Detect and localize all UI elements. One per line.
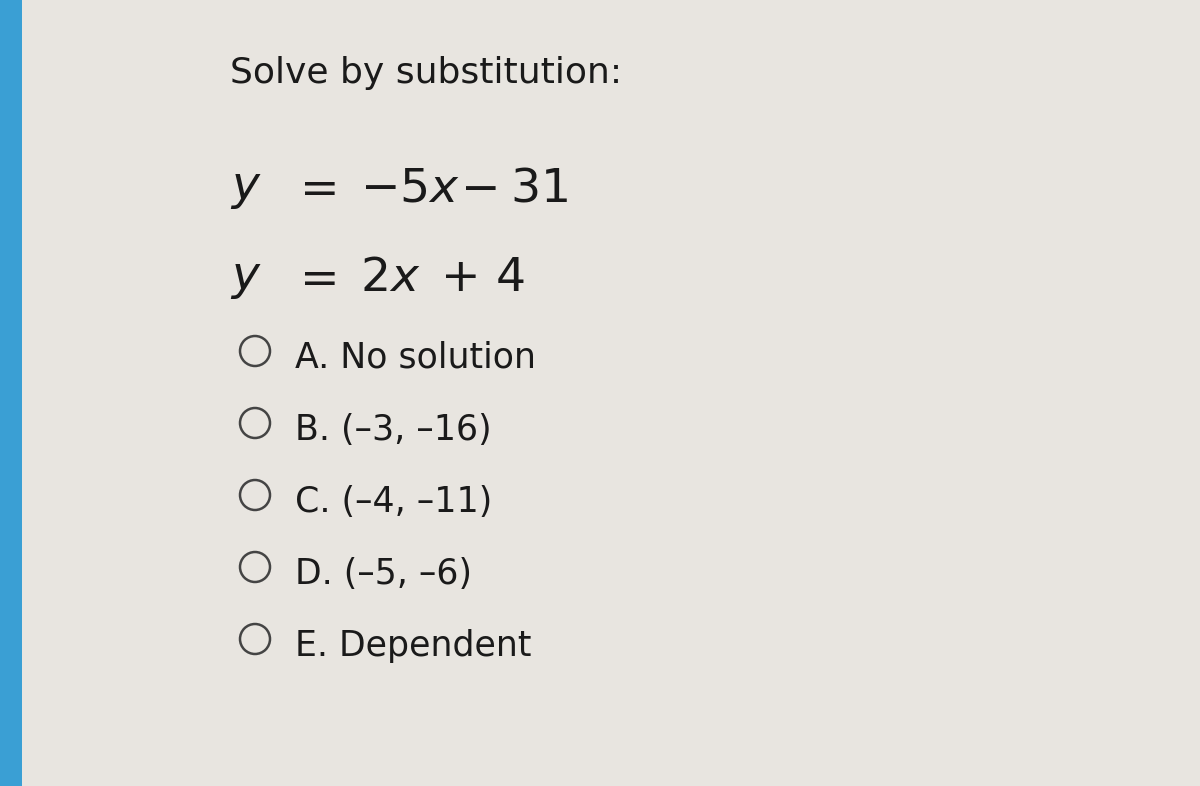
Text: $2x$: $2x$ [360, 256, 420, 301]
Text: $=$: $=$ [290, 256, 336, 301]
Text: $y$: $y$ [230, 166, 262, 211]
Text: D. (–5, –6): D. (–5, –6) [295, 557, 472, 591]
Text: B. (–3, –16): B. (–3, –16) [295, 413, 492, 447]
Text: A. No solution: A. No solution [295, 341, 536, 375]
Text: $4$: $4$ [496, 256, 524, 301]
Bar [0, 0, 22, 786]
Text: $=$: $=$ [290, 166, 336, 211]
Text: Solve by substitution:: Solve by substitution: [230, 56, 622, 90]
Text: C. (–4, –11): C. (–4, –11) [295, 485, 492, 519]
Text: $y$: $y$ [230, 256, 262, 301]
Text: E. Dependent: E. Dependent [295, 629, 532, 663]
Text: $31$: $31$ [510, 166, 568, 211]
Text: $-5x$: $-5x$ [360, 166, 460, 211]
Text: $+$: $+$ [440, 256, 476, 301]
Text: $-$: $-$ [460, 166, 497, 211]
